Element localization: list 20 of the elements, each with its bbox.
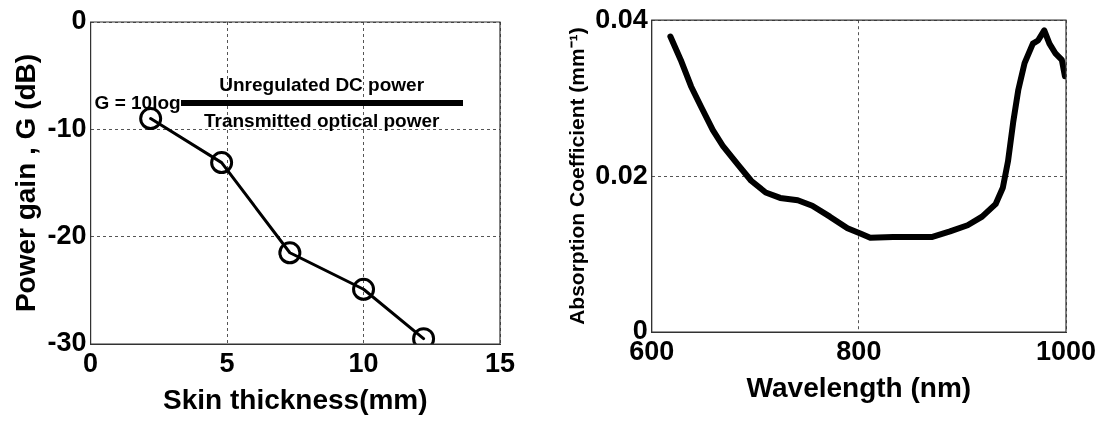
point [210, 151, 234, 175]
x-tick-label: 5 [219, 347, 235, 378]
point [352, 277, 376, 301]
y-axis-title: Absorption Coefficient (mm⁻¹) [565, 27, 589, 325]
y-tick-label: 0 [71, 5, 87, 36]
y-tick-label: 0.04 [595, 3, 648, 34]
point [278, 241, 302, 265]
y-tick-label: 0.02 [595, 159, 648, 190]
y-axis-title: Power gain , G (dB) [9, 53, 41, 313]
y-tick-label: -10 [47, 112, 87, 143]
annotation: Transmitted optical power [203, 110, 440, 132]
x-axis-title: Wavelength (nm) [746, 371, 972, 403]
x-tick-label: 15 [484, 347, 516, 378]
x-tick-label: 10 [348, 347, 379, 378]
annotation: Unregulated DC power [219, 74, 425, 96]
y-tick-label: -20 [47, 220, 87, 251]
x-axis-title: Skin thickness(mm) [163, 383, 428, 415]
x-tick-label: 800 [836, 335, 882, 366]
annotation: G = 10log [94, 92, 181, 114]
x-tick-label: 1000 [1035, 335, 1097, 366]
